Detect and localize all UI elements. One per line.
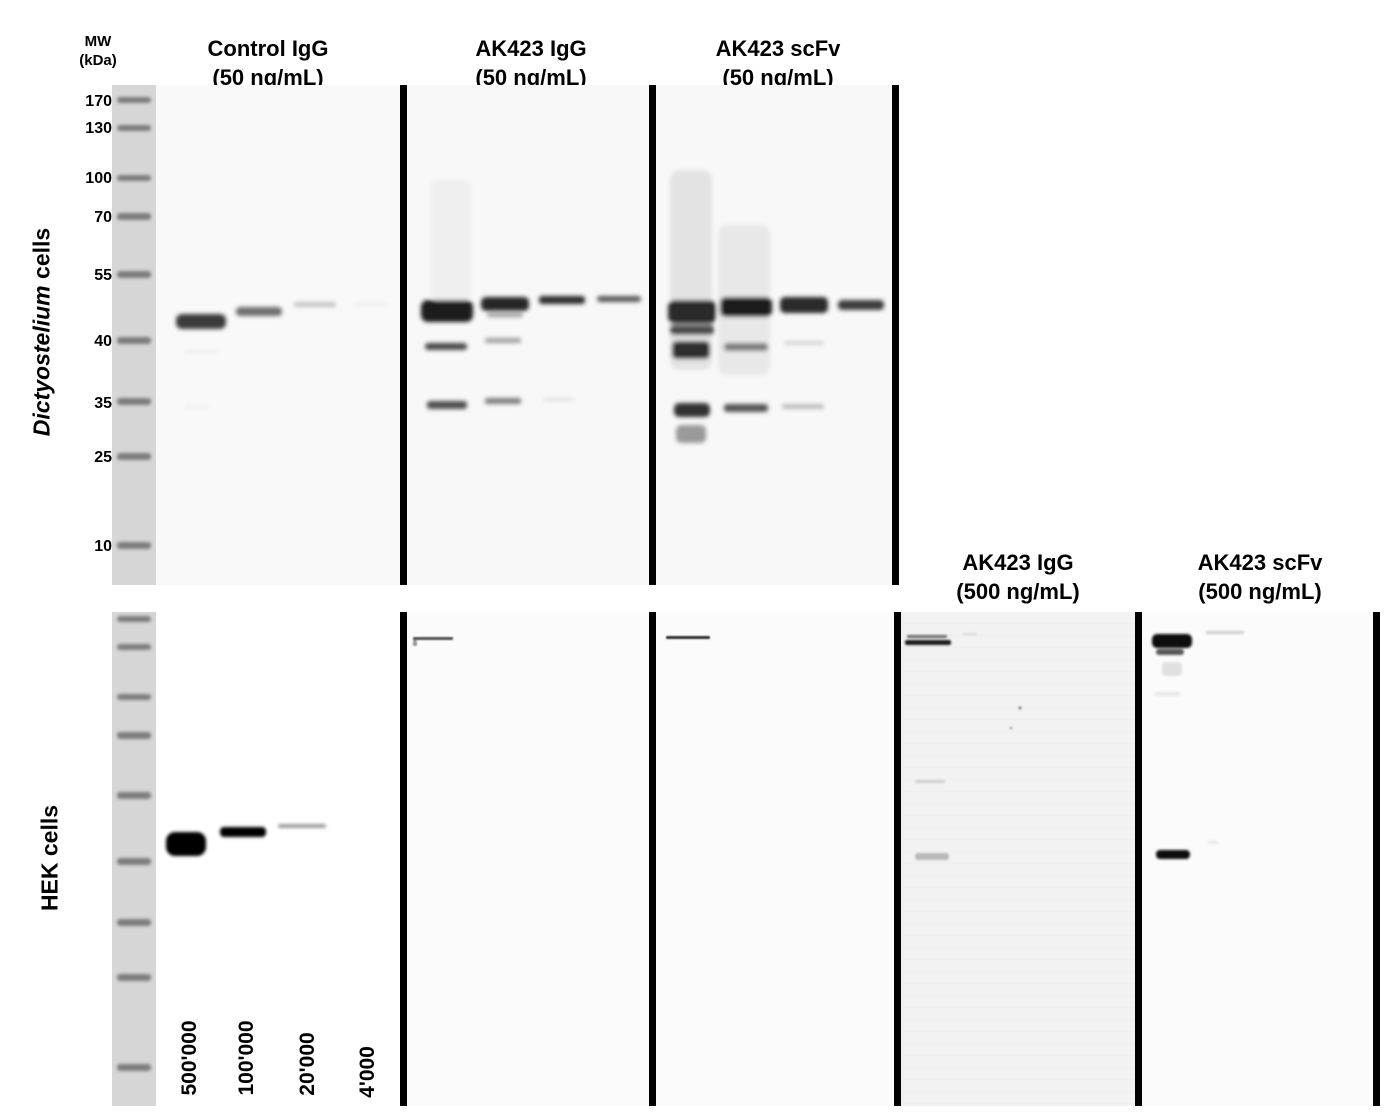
column-header-line1: AK423 IgG	[475, 36, 587, 61]
column-header-ak423-igg-500: AK423 IgG (500 ng/mL)	[908, 548, 1128, 606]
separator-line	[892, 85, 899, 585]
row-label-dictyostelium-rest: cells	[28, 227, 55, 286]
column-header-line1: AK423 scFv	[1197, 550, 1323, 575]
separator-line	[400, 612, 407, 1106]
mw-ladder-lane-top	[112, 85, 156, 585]
column-header-line2: (500 ng/mL)	[1198, 579, 1322, 604]
separator-line	[1135, 612, 1142, 1106]
column-header-line1: Control IgG	[207, 36, 329, 61]
row-label-dictyostelium-italic: Dictyostelium	[28, 285, 55, 437]
column-header-line1: AK423 IgG	[962, 550, 1074, 575]
column-header-control-igg: Control IgG (50 ng/mL)	[158, 34, 378, 92]
column-header-line2: (500 ng/mL)	[956, 579, 1080, 604]
mw-marker-170: 170	[85, 93, 112, 110]
blot-ak423-igg-500-hek	[901, 612, 1135, 1106]
mw-marker-70: 70	[94, 209, 112, 226]
blot-control-igg-dictyostelium	[156, 85, 400, 585]
separator-line	[400, 85, 407, 585]
mw-marker-130: 130	[85, 120, 112, 137]
row-label-hek: HEK cells	[36, 804, 63, 912]
blot-ak423-scfv-50-hek	[656, 612, 892, 1106]
mw-marker-35: 35	[94, 395, 112, 412]
separator-line	[894, 612, 901, 1106]
mw-marker-40: 40	[94, 333, 112, 350]
blot-control-igg-hek	[156, 612, 400, 1106]
separator-line	[1373, 612, 1380, 1106]
lane-label-4000: 4'000	[356, 1046, 379, 1098]
mw-marker-25: 25	[94, 449, 112, 466]
lane-label-20000: 20'000	[296, 1032, 319, 1096]
lane-label-100000: 100'000	[235, 1020, 258, 1096]
mw-ladder-lane-bottom	[112, 612, 156, 1106]
mw-label: MW	[84, 33, 112, 50]
mw-marker-55: 55	[94, 267, 112, 284]
column-header-ak423-scfv-50: AK423 scFv (50 ng/mL)	[668, 34, 888, 92]
lane-label-500000: 500'000	[178, 1020, 201, 1096]
column-header-ak423-scfv-500: AK423 scFv (500 ng/mL)	[1150, 548, 1370, 606]
separator-line	[649, 85, 656, 585]
separator-line	[649, 612, 656, 1106]
blot-ak423-scfv-500-hek	[1142, 612, 1373, 1106]
mw-marker-100: 100	[85, 170, 112, 187]
mw-marker-10: 10	[94, 538, 112, 555]
blot-ak423-igg-50-dictyostelium	[407, 85, 649, 585]
column-header-ak423-igg-50: AK423 IgG (50 ng/mL)	[420, 34, 642, 92]
blot-ak423-igg-50-hek	[407, 612, 649, 1106]
blot-ak423-scfv-50-dictyostelium	[656, 85, 892, 585]
kda-label: (kDa)	[79, 52, 117, 69]
row-label-dictyostelium: Dictyostelium cells	[29, 228, 56, 436]
mw-header: MW (kDa)	[68, 32, 128, 70]
column-header-line1: AK423 scFv	[715, 36, 841, 61]
